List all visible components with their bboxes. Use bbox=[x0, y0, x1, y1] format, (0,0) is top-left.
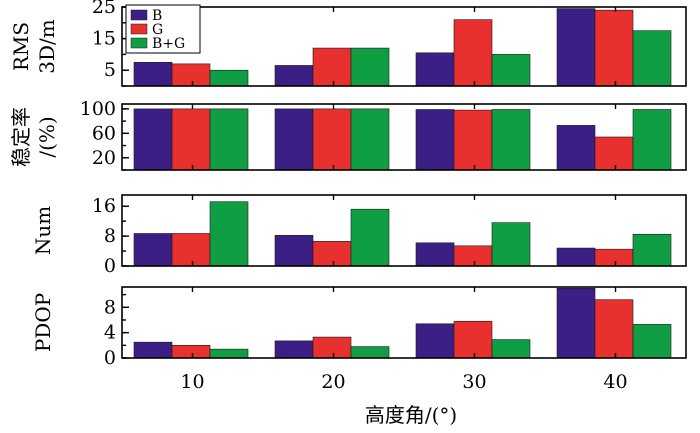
panel-frame bbox=[121, 103, 687, 171]
bar-num-BplusG-40 bbox=[632, 233, 672, 267]
bar-pdop-G-30 bbox=[453, 320, 493, 359]
bar-num-B-40 bbox=[556, 247, 596, 267]
bar-stability-G-20 bbox=[312, 108, 352, 171]
y-axis-title-line: 稳定率 bbox=[9, 107, 33, 167]
bar-stability-BplusG-40 bbox=[632, 109, 672, 171]
bar-pdop-BplusG-20 bbox=[350, 346, 390, 359]
y-tick-label: 100 bbox=[80, 98, 116, 120]
bar-stability-B-30 bbox=[415, 109, 455, 171]
panel-pdop: 8 4 0 PDOP bbox=[31, 286, 687, 369]
bar-num-B-10 bbox=[133, 233, 173, 267]
legend-swatch-B bbox=[130, 9, 148, 21]
y-axis-title-line: 3D/m bbox=[35, 19, 59, 73]
panel-rms: 25 15 5 RMS 3D/m bbox=[9, 0, 687, 87]
y-axis-title-line: PDOP bbox=[31, 293, 55, 352]
bar-stability-BplusG-20 bbox=[350, 108, 390, 171]
bar-rms-BplusG-10 bbox=[209, 69, 249, 87]
panel-frame bbox=[121, 194, 687, 267]
bar-num-G-40 bbox=[594, 248, 634, 267]
bar-stability-B-40 bbox=[556, 125, 596, 171]
bar-pdop-B-20 bbox=[274, 340, 314, 359]
panel-frame bbox=[121, 286, 687, 359]
bar-stability-BplusG-30 bbox=[491, 109, 531, 171]
bar-pdop-B-10 bbox=[133, 341, 173, 359]
bar-rms-G-10 bbox=[171, 63, 211, 87]
y-tick-label: 16 bbox=[92, 195, 116, 217]
bar-rms-G-40 bbox=[594, 9, 634, 87]
legend-label-B: B bbox=[152, 8, 162, 24]
bar-rms-G-20 bbox=[312, 47, 352, 87]
y-tick-label: 15 bbox=[92, 28, 116, 50]
x-tick-label: 20 bbox=[321, 371, 345, 393]
legend-label-BplusG: B+G bbox=[152, 36, 185, 52]
bar-stability-G-10 bbox=[171, 108, 211, 171]
bar-num-G-10 bbox=[171, 233, 211, 267]
bar-rms-B-30 bbox=[415, 52, 455, 87]
bar-rms-BplusG-30 bbox=[491, 54, 531, 87]
y-tick-label: 0 bbox=[104, 255, 116, 277]
bar-rms-B-10 bbox=[133, 61, 173, 87]
bar-num-B-30 bbox=[415, 242, 455, 267]
x-axis: 10 20 30 40 bbox=[180, 371, 627, 393]
bar-pdop-G-10 bbox=[171, 345, 211, 359]
bar-rms-B-20 bbox=[274, 65, 314, 87]
bar-num-BplusG-20 bbox=[350, 208, 390, 267]
panel-num: 16 8 0 Num bbox=[31, 194, 687, 277]
y-axis-title-line: Num bbox=[31, 206, 55, 255]
bar-rms-BplusG-40 bbox=[632, 30, 672, 87]
bar-pdop-B-40 bbox=[556, 287, 596, 359]
bar-stability-B-10 bbox=[133, 108, 173, 171]
bar-rms-BplusG-20 bbox=[350, 47, 390, 87]
panel-frame bbox=[121, 6, 687, 87]
bar-pdop-B-30 bbox=[415, 323, 455, 359]
y-axis-title-line: RMS bbox=[9, 22, 33, 71]
y-tick-label: 25 bbox=[92, 0, 116, 18]
bar-pdop-G-40 bbox=[594, 299, 634, 359]
bar-pdop-BplusG-10 bbox=[209, 348, 249, 359]
bar-num-B-20 bbox=[274, 235, 314, 267]
y-tick-label: 0 bbox=[104, 347, 116, 369]
bar-rms-G-30 bbox=[453, 19, 493, 87]
y-tick-label: 60 bbox=[92, 122, 116, 144]
legend: BGB+G bbox=[125, 4, 201, 54]
y-tick-label: 8 bbox=[104, 296, 116, 318]
x-tick-label: 40 bbox=[603, 371, 627, 393]
y-tick-label: 5 bbox=[104, 59, 116, 81]
bar-num-BplusG-10 bbox=[209, 201, 249, 267]
bar-pdop-G-20 bbox=[312, 336, 352, 359]
x-axis-title: 高度角/(°) bbox=[365, 403, 457, 427]
x-tick-label: 30 bbox=[462, 371, 486, 393]
bar-num-BplusG-30 bbox=[491, 222, 531, 267]
bar-stability-G-40 bbox=[594, 136, 634, 171]
bar-num-G-30 bbox=[453, 245, 493, 267]
bar-pdop-BplusG-30 bbox=[491, 339, 531, 359]
y-tick-label: 20 bbox=[92, 147, 116, 169]
y-tick-label: 4 bbox=[104, 322, 116, 344]
legend-swatch-G bbox=[130, 23, 148, 35]
y-tick-label: 8 bbox=[104, 225, 116, 247]
x-tick-label: 10 bbox=[180, 371, 204, 393]
bar-num-G-20 bbox=[312, 241, 352, 267]
y-axis-title-line: /(%) bbox=[35, 116, 59, 157]
legend-swatch-BplusG bbox=[130, 37, 148, 49]
bar-stability-BplusG-10 bbox=[209, 108, 249, 171]
bar-pdop-BplusG-40 bbox=[632, 324, 672, 359]
legend-label-G: G bbox=[152, 22, 163, 38]
bar-rms-B-40 bbox=[556, 8, 596, 87]
bar-stability-G-30 bbox=[453, 109, 493, 171]
bar-stability-B-20 bbox=[274, 108, 314, 171]
